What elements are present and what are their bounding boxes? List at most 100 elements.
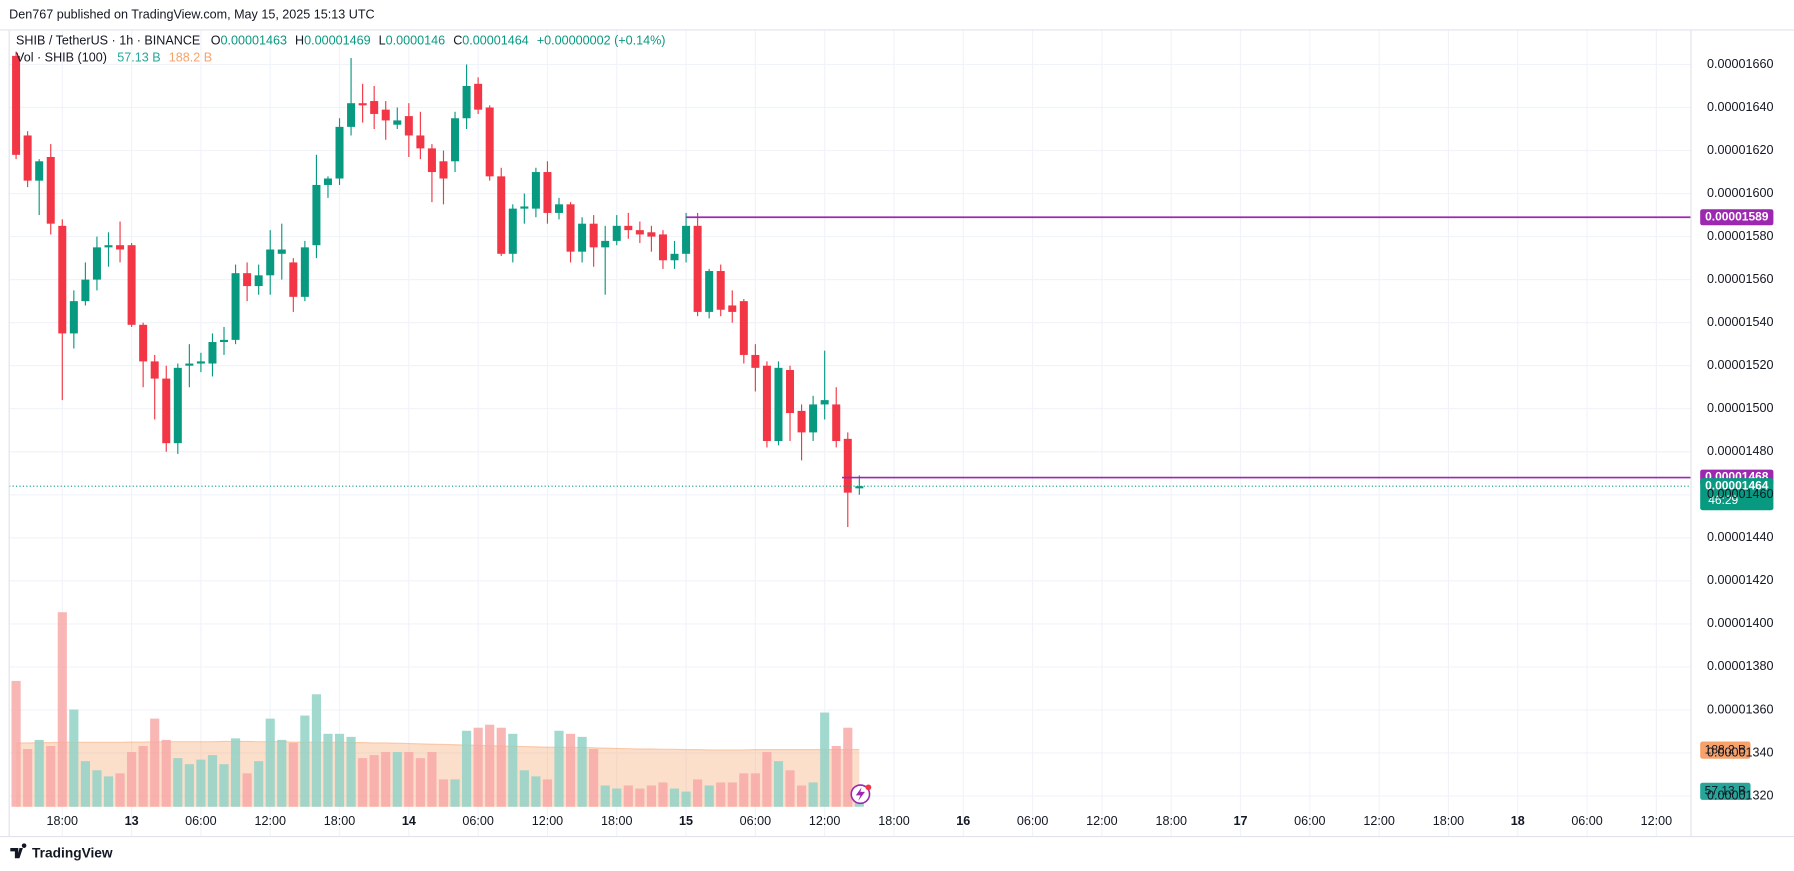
y-tick-label: 0.00001540 bbox=[1707, 315, 1773, 329]
header: Den767 published on TradingView.com, May… bbox=[9, 7, 374, 21]
volume-bar bbox=[438, 779, 449, 807]
y-tick-label: 0.00001640 bbox=[1707, 100, 1773, 114]
y-tick-label: 0.00001620 bbox=[1707, 143, 1773, 157]
candle-body bbox=[612, 225, 621, 241]
volume-bar bbox=[727, 782, 737, 807]
volume-bar bbox=[531, 776, 541, 807]
candle-body bbox=[843, 438, 852, 493]
volume-bar bbox=[820, 712, 830, 807]
hline-label: 0.00001589 bbox=[1705, 209, 1769, 223]
candle-body bbox=[508, 208, 517, 254]
volume-bar bbox=[623, 785, 633, 807]
ohlc-letter: L bbox=[379, 34, 386, 48]
x-tick-label: 12:00 bbox=[1086, 814, 1117, 828]
volume-label-box bbox=[1700, 741, 1751, 759]
candle-body bbox=[69, 301, 78, 334]
candle-body bbox=[751, 354, 760, 368]
volume-pane bbox=[11, 612, 864, 807]
x-tick-label: 12:00 bbox=[532, 814, 563, 828]
candle-body bbox=[693, 225, 702, 312]
volume-bar bbox=[173, 758, 183, 807]
volume-bar bbox=[288, 742, 298, 807]
volume-bar bbox=[161, 739, 171, 807]
candle-body bbox=[393, 120, 402, 125]
candle-body bbox=[104, 245, 113, 248]
candle-body bbox=[809, 404, 818, 433]
candle-body bbox=[589, 223, 598, 248]
volume-bar bbox=[404, 752, 414, 807]
candle-body bbox=[173, 367, 182, 444]
logo[interactable]: TradingView bbox=[10, 843, 113, 860]
volume-bar bbox=[681, 791, 691, 807]
y-tick-label: 0.00001560 bbox=[1707, 272, 1773, 286]
volume-bar bbox=[369, 755, 379, 807]
x-tick-label: 06:00 bbox=[1017, 814, 1048, 828]
candle-body bbox=[335, 126, 344, 179]
volume-bar bbox=[254, 761, 264, 807]
x-tick-label: 13 bbox=[125, 814, 139, 828]
candle-body bbox=[520, 206, 529, 209]
y-tick-label: 0.00001660 bbox=[1707, 57, 1773, 71]
volume-bar bbox=[150, 718, 160, 807]
ohlc-letter: O bbox=[211, 34, 221, 48]
volume-bar bbox=[311, 694, 321, 807]
y-tick-label: 0.00001340 bbox=[1707, 745, 1773, 759]
candle-body bbox=[46, 156, 55, 224]
volume-bar bbox=[265, 718, 275, 807]
ohlc-value: 0.00001464 bbox=[462, 34, 528, 48]
candle-body bbox=[81, 279, 90, 302]
x-tick-label: 18:00 bbox=[878, 814, 909, 828]
candle-body bbox=[312, 184, 321, 246]
volume-bar bbox=[612, 788, 622, 807]
volume-bar bbox=[184, 764, 194, 807]
candle-body bbox=[797, 410, 806, 433]
volume-bar bbox=[415, 758, 425, 807]
volume-bar bbox=[57, 612, 67, 807]
volume-bar bbox=[69, 709, 79, 807]
candle-body bbox=[127, 245, 136, 325]
candles bbox=[12, 51, 864, 528]
candle-body bbox=[728, 305, 737, 312]
candle-body bbox=[300, 247, 309, 297]
candle-body bbox=[554, 204, 564, 213]
candle-body bbox=[370, 101, 379, 114]
y-tick-label: 0.00001500 bbox=[1707, 401, 1773, 415]
candle-body bbox=[462, 85, 471, 119]
y-tick-label: 0.00001440 bbox=[1707, 530, 1773, 544]
x-tick-label: 17 bbox=[1234, 814, 1248, 828]
candle-body bbox=[12, 55, 21, 155]
volume-bar bbox=[92, 770, 102, 807]
candle-body bbox=[762, 365, 771, 441]
volume-bar bbox=[750, 773, 760, 807]
hline-label-box bbox=[1700, 209, 1774, 226]
volume-bar bbox=[589, 749, 599, 807]
y-tick-label: 0.00001420 bbox=[1707, 573, 1773, 587]
ohlc-letter: C bbox=[453, 34, 462, 48]
y-tick-label: 0.00001360 bbox=[1707, 702, 1773, 716]
x-tick-label: 12:00 bbox=[254, 814, 285, 828]
volume-bar bbox=[473, 727, 483, 807]
candle-body bbox=[162, 378, 171, 444]
x-tick-label: 18:00 bbox=[1433, 814, 1464, 828]
x-tick-label: 18:00 bbox=[601, 814, 632, 828]
x-tick-label: 12:00 bbox=[1363, 814, 1394, 828]
candle-body bbox=[243, 273, 252, 287]
volume-bar bbox=[334, 733, 345, 807]
x-tick-label: 18:00 bbox=[324, 814, 355, 828]
last-price-label-box bbox=[1700, 478, 1774, 511]
volume-bar bbox=[392, 752, 402, 807]
volume-bar bbox=[577, 736, 587, 807]
x-tick-label: 06:00 bbox=[740, 814, 771, 828]
volume-bar bbox=[358, 758, 368, 807]
volume-bar bbox=[658, 782, 668, 807]
volume-bar bbox=[23, 749, 33, 807]
volume-bar bbox=[808, 782, 818, 807]
volume-bar bbox=[831, 745, 841, 807]
x-tick-label: 18:00 bbox=[47, 814, 78, 828]
replay-icon[interactable] bbox=[850, 784, 872, 805]
volume-title: Vol · SHIB (100) bbox=[16, 51, 107, 65]
volume-bar bbox=[669, 788, 680, 807]
x-tick-label: 12:00 bbox=[1641, 814, 1672, 828]
